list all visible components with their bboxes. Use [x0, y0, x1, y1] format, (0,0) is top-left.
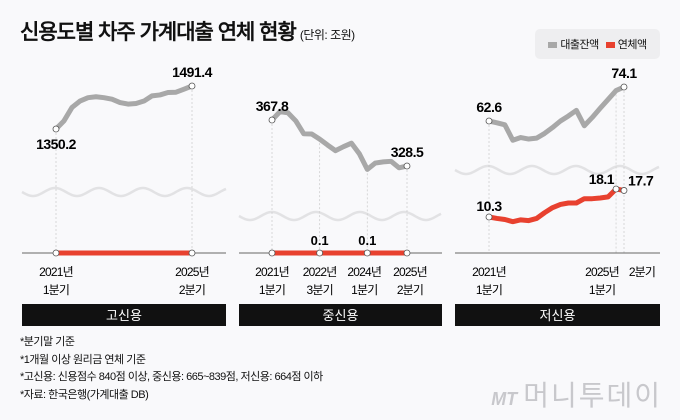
- x-tick-label: 2분기: [629, 265, 655, 279]
- legend: 대출잔액 연체액: [535, 29, 660, 59]
- data-point: [485, 213, 493, 221]
- series-line-balance: [269, 109, 410, 172]
- panel-title: 중신용: [323, 308, 359, 323]
- data-label: 367.8: [256, 98, 289, 114]
- data-point: [485, 117, 493, 125]
- data-point: [188, 82, 196, 90]
- x-tick-label: 1분기: [589, 283, 615, 297]
- data-point: [268, 116, 276, 124]
- data-point: [188, 249, 196, 257]
- x-tick-label: 2021년: [255, 265, 289, 279]
- chart-title: 신용도별 차주 가계대출 연체 현황 (단위: 조원): [20, 16, 355, 46]
- axis-break-wave: [238, 210, 442, 222]
- panel-2: 0.1 0.1 367.8 328.5 2021년 1분기 2022년 3분기 2024년 1분기…: [238, 98, 442, 326]
- panel-title-bar: [455, 304, 660, 326]
- data-point: [268, 249, 276, 257]
- logo-mark: MT: [491, 389, 518, 409]
- legend-swatch-red: [605, 42, 615, 49]
- legend-label: 대출잔액: [560, 39, 599, 51]
- data-point: [316, 249, 324, 257]
- footnote: *1개월 이상 원리금 연체 기준: [20, 353, 146, 366]
- x-tick-label: 2022년: [303, 265, 337, 279]
- data-label: 10.3: [476, 198, 502, 214]
- legend-item-balance: 대출잔액: [548, 36, 599, 52]
- panel-title: 저신용: [540, 308, 576, 323]
- x-tick-label: 1분기: [43, 283, 69, 297]
- data-label: 0.1: [311, 233, 329, 248]
- data-label: 17.7: [628, 172, 654, 188]
- x-tick-label: 1분기: [259, 283, 285, 297]
- footnote: *분기말 기준: [20, 336, 75, 348]
- footnote: *고신용: 신용점수 840점 이상, 중신용: 665~839점, 저신용: …: [20, 371, 323, 383]
- legend-swatch-gray: [548, 42, 558, 49]
- data-point: [612, 185, 620, 193]
- panel-3: 62.6 74.1 10.3 18.1 17.7 2021년 1분기 2025년 1분기 2분기저…: [454, 65, 660, 326]
- panel-title-bar: [22, 304, 226, 326]
- legend-item-delinquency: 연체액: [605, 36, 647, 52]
- data-label: 18.1: [589, 171, 615, 187]
- data-label: 62.6: [476, 99, 502, 115]
- data-point: [403, 162, 411, 170]
- x-tick-label: 2025년: [393, 265, 427, 279]
- data-label: 328.5: [391, 144, 424, 160]
- data-point: [52, 125, 60, 133]
- data-point: [363, 249, 371, 257]
- series-line-balance: [53, 83, 195, 132]
- series-line-balance: [486, 84, 627, 143]
- x-tick-label: 2분기: [397, 283, 423, 297]
- x-tick-label: 2021년: [39, 265, 73, 279]
- x-tick-label: 2021년: [472, 265, 506, 279]
- footnotes: *분기말 기준 *1개월 이상 원리금 연체 기준 *고신용: 신용점수 840…: [20, 334, 323, 404]
- data-label: 0.1: [358, 233, 376, 248]
- legend-label: 연체액: [617, 39, 647, 51]
- data-point: [52, 249, 60, 257]
- data-label: 1350.2: [36, 136, 77, 152]
- data-label: 74.1: [611, 65, 637, 81]
- panel-title-bar: [239, 304, 442, 326]
- x-tick-label: 1분기: [476, 283, 502, 297]
- data-label: 1491.4: [172, 64, 213, 80]
- data-point: [620, 83, 628, 91]
- panel-title: 고신용: [106, 308, 142, 323]
- x-tick-label: 2분기: [179, 283, 205, 297]
- x-tick-label: 2025년: [175, 265, 209, 279]
- data-point: [403, 249, 411, 257]
- publisher-logo: MT 머니투데이: [491, 374, 662, 414]
- axis-break-wave: [21, 186, 227, 198]
- x-tick-label: 2025년: [585, 265, 619, 279]
- footnote: *자료: 한국은행(가계대출 DB): [20, 388, 149, 401]
- logo-name: 머니투데이: [523, 380, 662, 411]
- x-tick-label: 3분기: [306, 283, 332, 297]
- x-tick-label: 2024년: [347, 265, 381, 279]
- series-line-delinquency: [486, 186, 627, 225]
- title-text: 신용도별 차주 가계대출 연체 현황: [20, 21, 297, 44]
- x-tick-label: 1분기: [351, 283, 377, 297]
- unit-label: (단위: 조원): [299, 28, 355, 42]
- data-point: [620, 187, 628, 194]
